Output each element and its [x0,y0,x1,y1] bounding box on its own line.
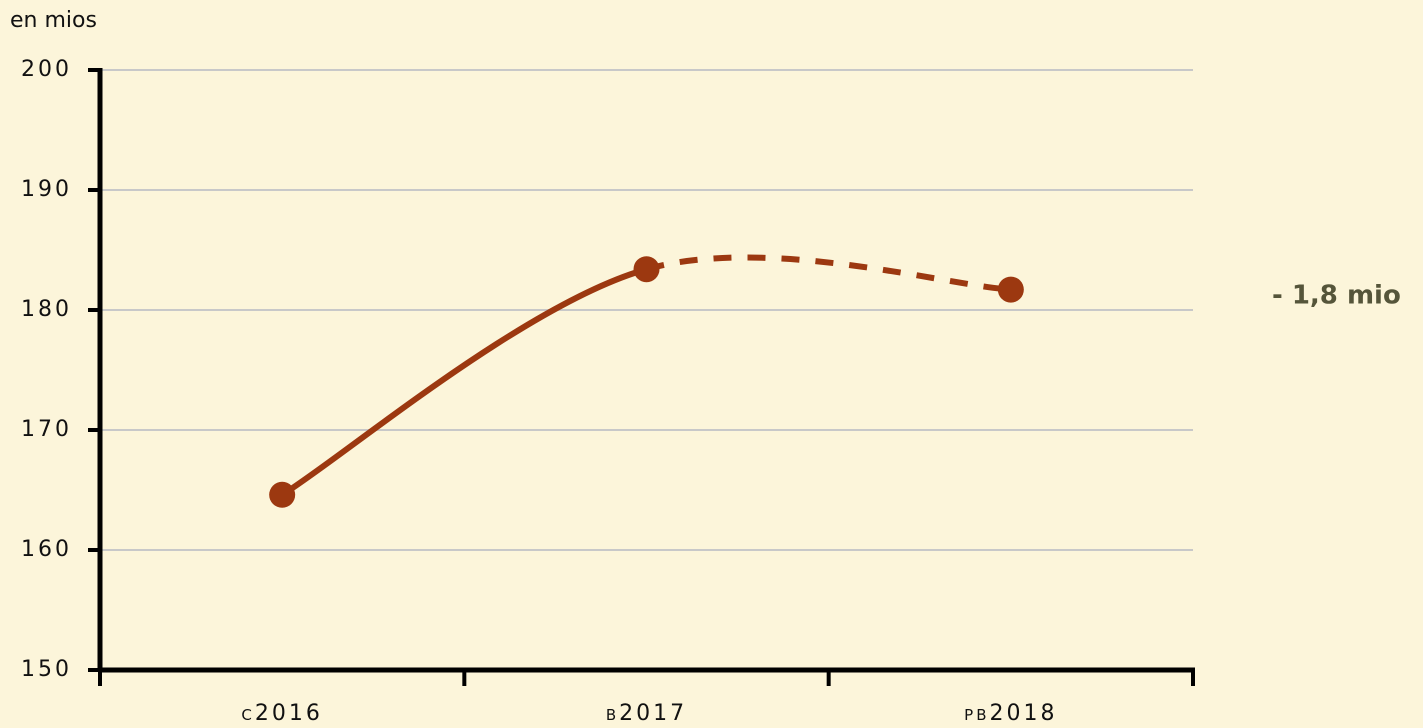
line-segment [280,266,648,498]
x-tick-label: PB2018 [964,701,1057,726]
x-tick-label: B2017 [606,701,687,726]
line-segment [645,254,1011,293]
y-tick-label: 180 [21,297,72,322]
y-tick-label: 160 [21,537,72,562]
y-tick-label: 200 [21,57,72,82]
point [997,276,1024,303]
x-tick-label: C2016 [241,701,322,726]
y-axis-label: en mios [10,8,97,33]
point [633,256,660,283]
y-tick-label: 170 [21,417,72,442]
y-tick-label: 150 [21,657,72,682]
y-tick-label: 190 [21,177,72,202]
annotation: - 1,8 mio [1272,281,1401,311]
point [269,481,296,508]
